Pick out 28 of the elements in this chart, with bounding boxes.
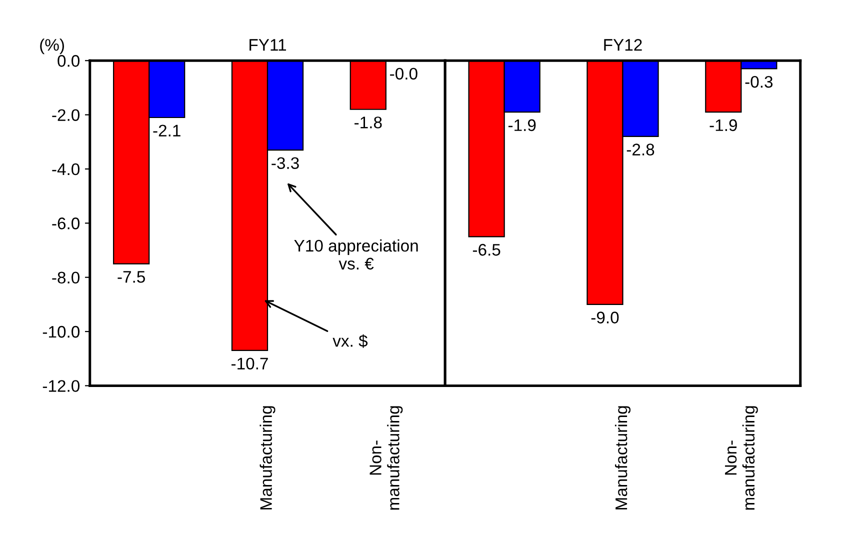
data-label: -0.0 — [390, 68, 418, 80]
data-label: -1.8 — [354, 116, 382, 128]
annotation: vx. $ — [332, 334, 368, 348]
chart-title: FY12 — [604, 39, 642, 51]
data-label: -9.0 — [591, 312, 619, 324]
x-tick-label: Manufacturing — [260, 406, 276, 510]
x-tick-label: Non- manufacturing — [370, 406, 403, 510]
data-label: -1.9 — [710, 119, 737, 132]
y-tick-label: 0.0 — [58, 55, 80, 67]
y-tick-label: -10.0 — [42, 326, 80, 338]
y-tick-label: -12.0 — [42, 380, 80, 392]
y-tick-label: -6.0 — [52, 218, 80, 230]
y-tick-label: -4.0 — [52, 163, 80, 176]
annotation: Y10 appreciation vs. € — [294, 239, 418, 270]
x-tick-label: Non- manufacturing — [725, 406, 758, 510]
data-label: -7.5 — [118, 271, 145, 283]
data-label: -3.3 — [272, 157, 299, 170]
data-label: -6.5 — [472, 244, 500, 256]
data-label: -1.9 — [508, 119, 536, 132]
data-label: -2.1 — [153, 124, 180, 136]
chart-title: FY11 — [250, 39, 286, 51]
data-label: -2.8 — [626, 144, 654, 156]
data-label: -10.7 — [231, 358, 268, 370]
y-axis-title: (%) — [40, 38, 64, 54]
data-label: -0.3 — [745, 76, 773, 88]
y-tick-label: -2.0 — [52, 109, 80, 121]
y-tick-label: -8.0 — [52, 272, 80, 284]
x-tick-label: Manufacturing — [614, 406, 631, 510]
